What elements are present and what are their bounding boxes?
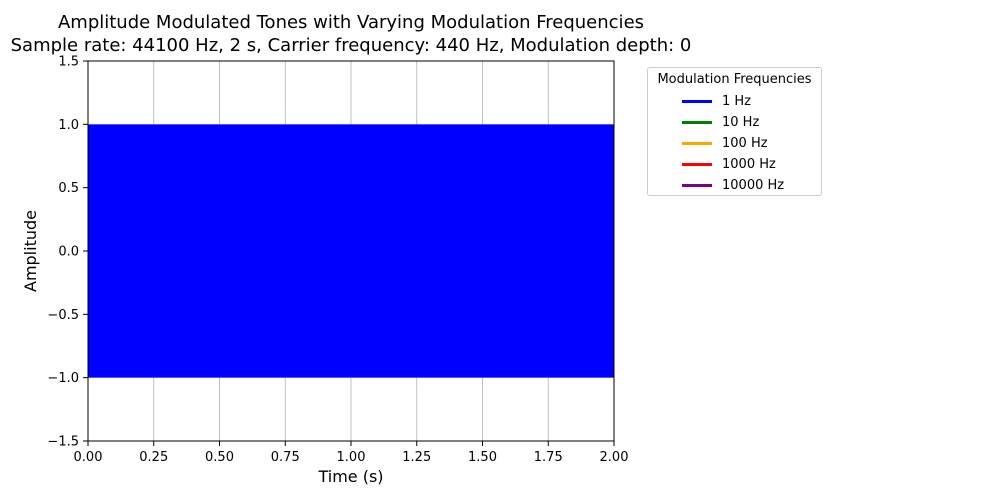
x-tick-label: 2.00 bbox=[600, 450, 629, 465]
legend-swatch bbox=[682, 183, 712, 187]
legend-entry: 1000 Hz bbox=[682, 155, 776, 173]
legend-swatch bbox=[682, 162, 712, 166]
legend-swatch bbox=[682, 120, 712, 124]
x-tick-label: 0.50 bbox=[205, 450, 234, 465]
legend-entry: 1 Hz bbox=[682, 92, 751, 110]
legend-entry: 10 Hz bbox=[682, 113, 759, 131]
y-tick-label: 1.0 bbox=[58, 118, 79, 133]
plot-area: 0.00 0.25 0.50 0.75 1.00 1.25 1.50 1.75 2.00 −1.5… bbox=[21, 55, 628, 487]
chart-title: Amplitude Modulated Tones with Varying M… bbox=[57, 12, 645, 33]
x-tick-label: 1.50 bbox=[468, 450, 497, 465]
x-tick-label: 0.25 bbox=[139, 450, 168, 465]
legend-label: 10000 Hz bbox=[722, 177, 785, 193]
x-axis-label: Time (s) bbox=[317, 467, 383, 486]
y-tick-label: 1.5 bbox=[58, 55, 79, 70]
y-tick-label: −1.5 bbox=[47, 435, 79, 450]
legend-title: Modulation Frequencies bbox=[657, 72, 812, 87]
x-tick-label: 1.75 bbox=[534, 450, 563, 465]
y-tick-label: −1.0 bbox=[47, 371, 79, 386]
legend-swatch bbox=[682, 99, 712, 103]
legend-label: 1 Hz bbox=[722, 93, 752, 109]
legend: Modulation Frequencies 1 Hz 10 Hz 100 Hz 10… bbox=[647, 67, 822, 196]
x-tick-label: 1.25 bbox=[402, 450, 431, 465]
legend-label: 10 Hz bbox=[722, 114, 760, 130]
x-tick-label: 0.00 bbox=[74, 450, 103, 465]
chart-subtitle: Sample rate: 44100 Hz, 2 s, Carrier freq… bbox=[10, 35, 692, 56]
y-tick-label: 0.0 bbox=[58, 245, 79, 260]
x-tick-label: 0.75 bbox=[271, 450, 300, 465]
legend-label: 1000 Hz bbox=[722, 156, 776, 172]
series-1-hz-waveform bbox=[88, 124, 614, 378]
legend-label: 100 Hz bbox=[722, 135, 768, 151]
legend-entry: 100 Hz bbox=[682, 134, 768, 152]
legend-entry: 10000 Hz bbox=[682, 176, 784, 194]
x-tick-label: 1.00 bbox=[337, 450, 366, 465]
y-axis-label: Amplitude bbox=[21, 210, 40, 292]
legend-swatch bbox=[682, 141, 712, 145]
y-tick-label: 0.5 bbox=[58, 181, 79, 196]
y-tick-label: −0.5 bbox=[47, 308, 79, 323]
